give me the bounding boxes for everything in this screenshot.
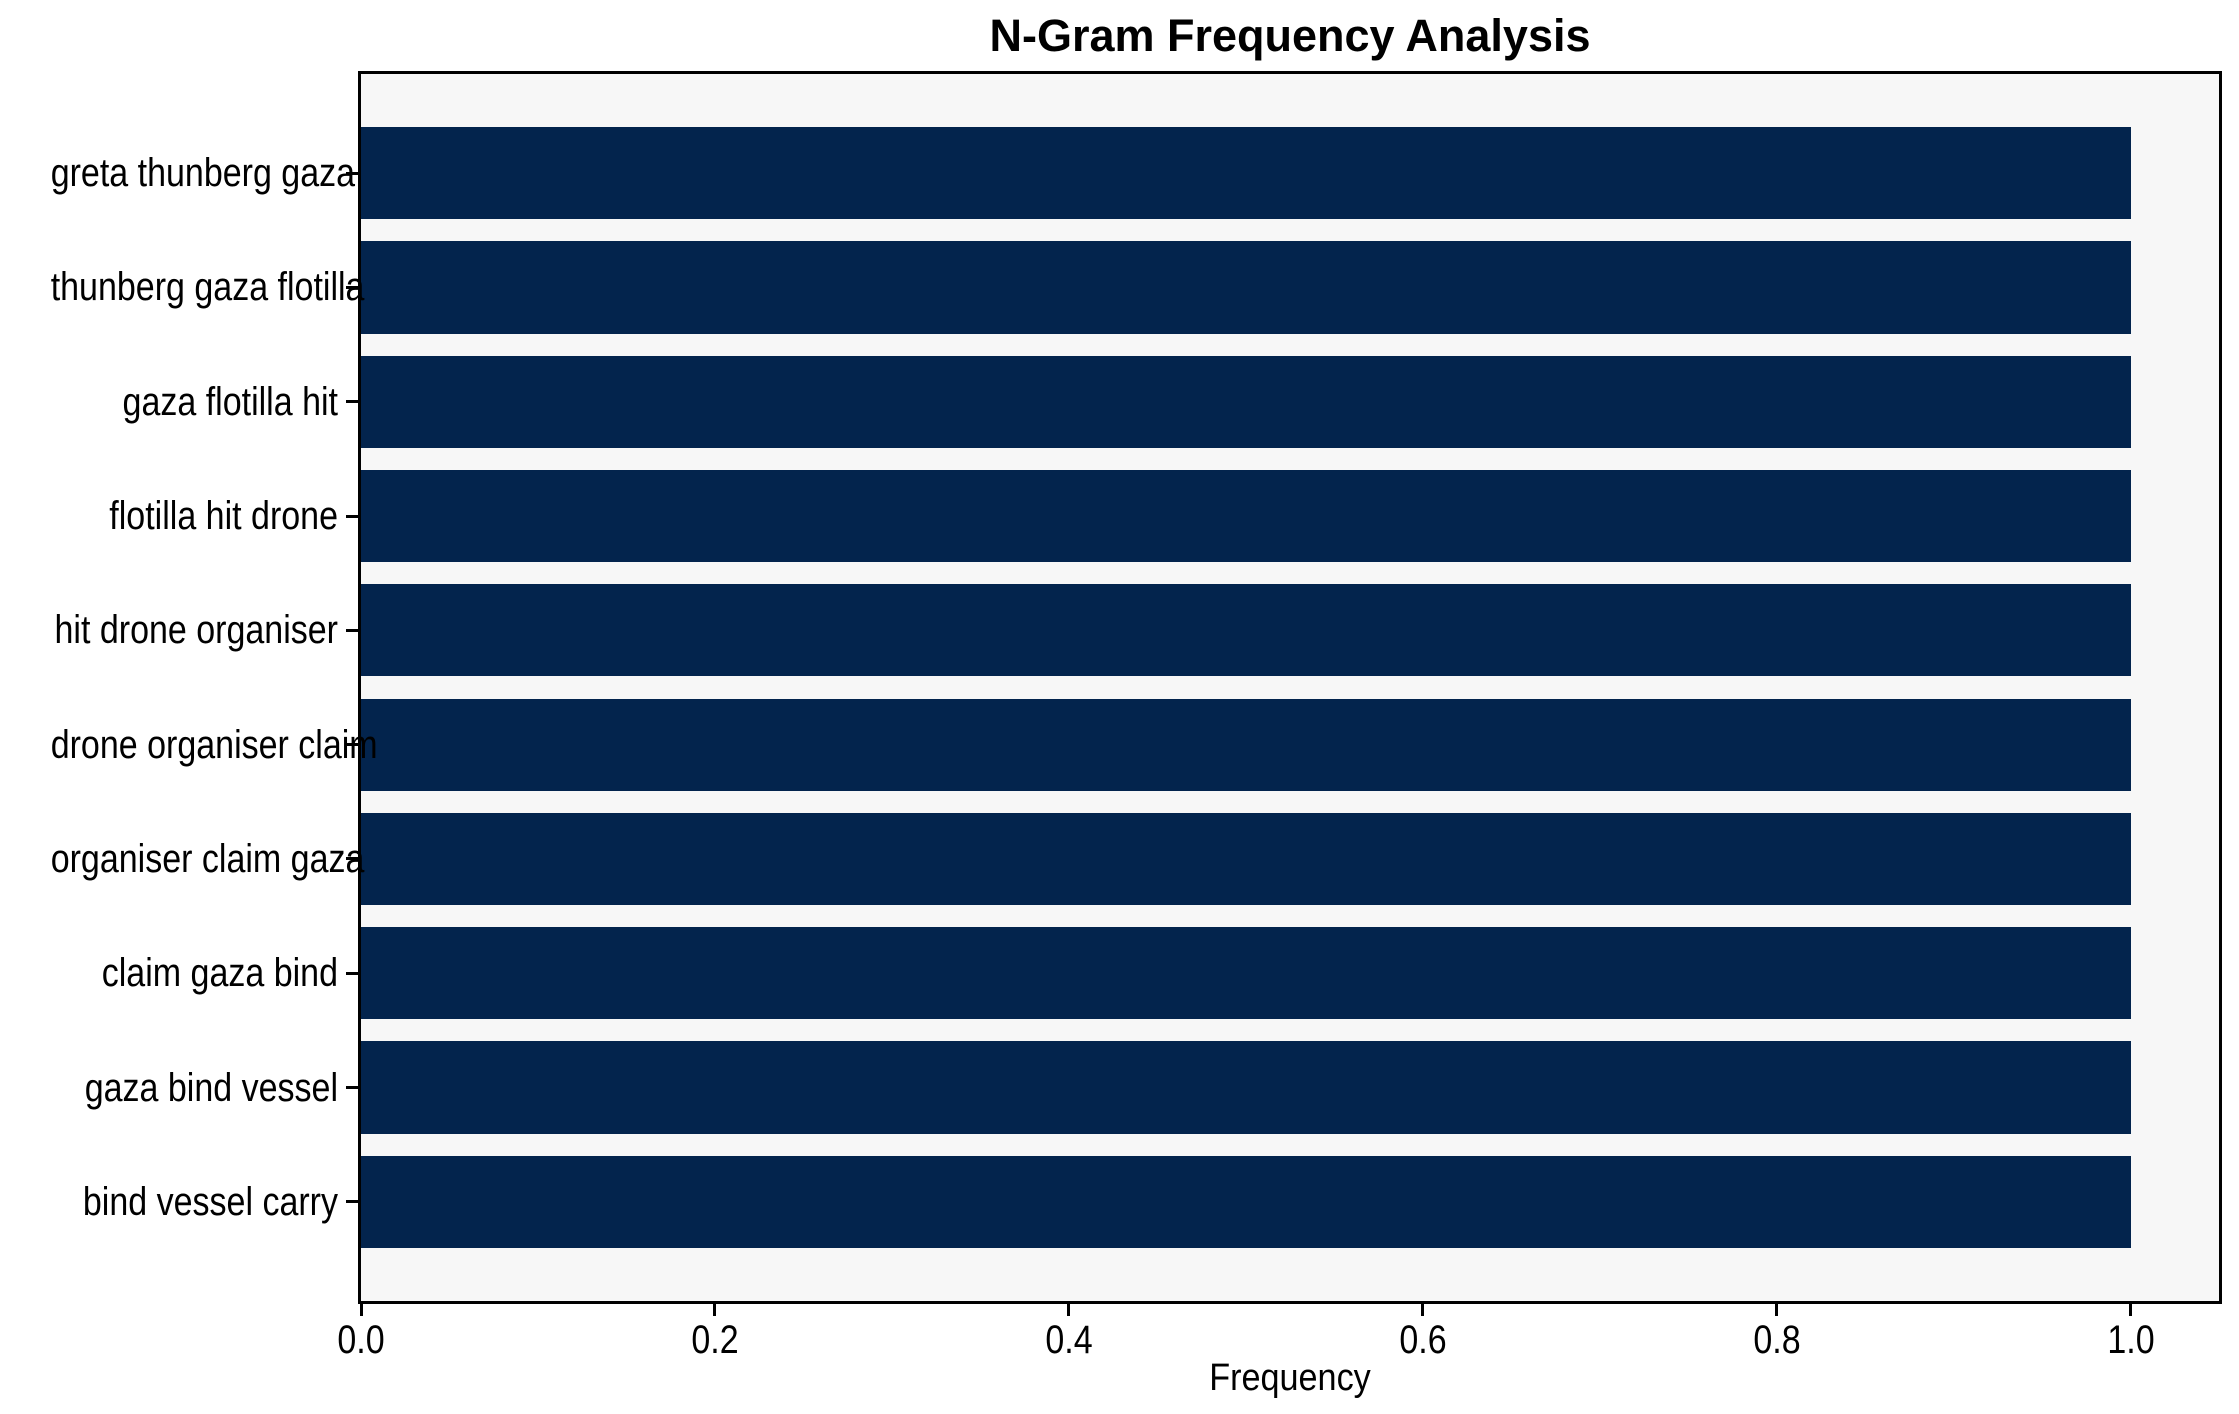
- bar: [361, 241, 2131, 334]
- bar-row: [361, 802, 2219, 916]
- y-tick-mark: [346, 971, 358, 975]
- bar: [361, 698, 2131, 791]
- bar: [361, 1155, 2131, 1248]
- chart-title: N-Gram Frequency Analysis: [989, 10, 1591, 61]
- bar-row: [361, 459, 2219, 573]
- x-axis-label: Frequency: [1209, 1357, 1371, 1399]
- x-tick-label: 0.8: [1752, 1318, 1801, 1362]
- bars-container: [361, 74, 2219, 1301]
- x-tick-mark: [1421, 1304, 1425, 1316]
- x-tick-mark: [1067, 1304, 1071, 1316]
- x-tick-mark: [2129, 1304, 2133, 1316]
- bar-row: [361, 1030, 2219, 1144]
- y-tick-label: drone organiser claim: [50, 722, 378, 767]
- bar: [361, 127, 2131, 220]
- y-tick-label: organiser claim gaza: [50, 836, 365, 881]
- y-tick-mark: [346, 857, 358, 861]
- y-tick-label: flotilla hit drone: [109, 494, 338, 539]
- bar-row: [361, 687, 2219, 801]
- x-tick-label: 0.6: [1399, 1318, 1447, 1362]
- y-tick-label: thunberg gaza flotilla: [50, 265, 365, 310]
- x-tick-label: 0.0: [337, 1318, 385, 1362]
- plot-area: [358, 71, 2222, 1304]
- y-tick-label: greta thunberg gaza: [50, 151, 356, 196]
- bar: [361, 1041, 2131, 1134]
- y-tick-mark: [346, 400, 358, 404]
- x-tick-label: 1.0: [2106, 1318, 2155, 1362]
- y-tick-mark: [346, 1200, 358, 1204]
- bar: [361, 355, 2131, 448]
- bar-row: [361, 573, 2219, 687]
- bar: [361, 584, 2131, 677]
- y-tick-mark: [346, 743, 358, 747]
- x-tick-label: 0.2: [691, 1318, 739, 1362]
- bar-row: [361, 916, 2219, 1030]
- y-tick-mark: [346, 628, 358, 632]
- bar-row: [361, 230, 2219, 344]
- y-tick-mark: [346, 514, 358, 518]
- x-tick-mark: [359, 1304, 363, 1316]
- x-tick-label: 0.4: [1045, 1318, 1093, 1362]
- bar-row: [361, 345, 2219, 459]
- y-tick-label: gaza bind vessel: [84, 1065, 338, 1110]
- y-tick-label: bind vessel carry: [82, 1179, 338, 1224]
- x-tick-mark: [1775, 1304, 1779, 1316]
- y-tick-mark: [346, 1086, 358, 1090]
- bar-row: [361, 116, 2219, 230]
- bar: [361, 469, 2131, 563]
- y-tick-mark: [346, 285, 358, 289]
- y-tick-label: claim gaza bind: [101, 951, 338, 996]
- x-tick-mark: [713, 1304, 717, 1316]
- bar-row: [361, 1145, 2219, 1259]
- bar: [361, 812, 2131, 905]
- bar: [361, 927, 2131, 1020]
- y-tick-label: gaza flotilla hit: [122, 379, 338, 424]
- y-tick-mark: [346, 171, 358, 175]
- y-tick-label: hit drone organiser: [54, 608, 338, 653]
